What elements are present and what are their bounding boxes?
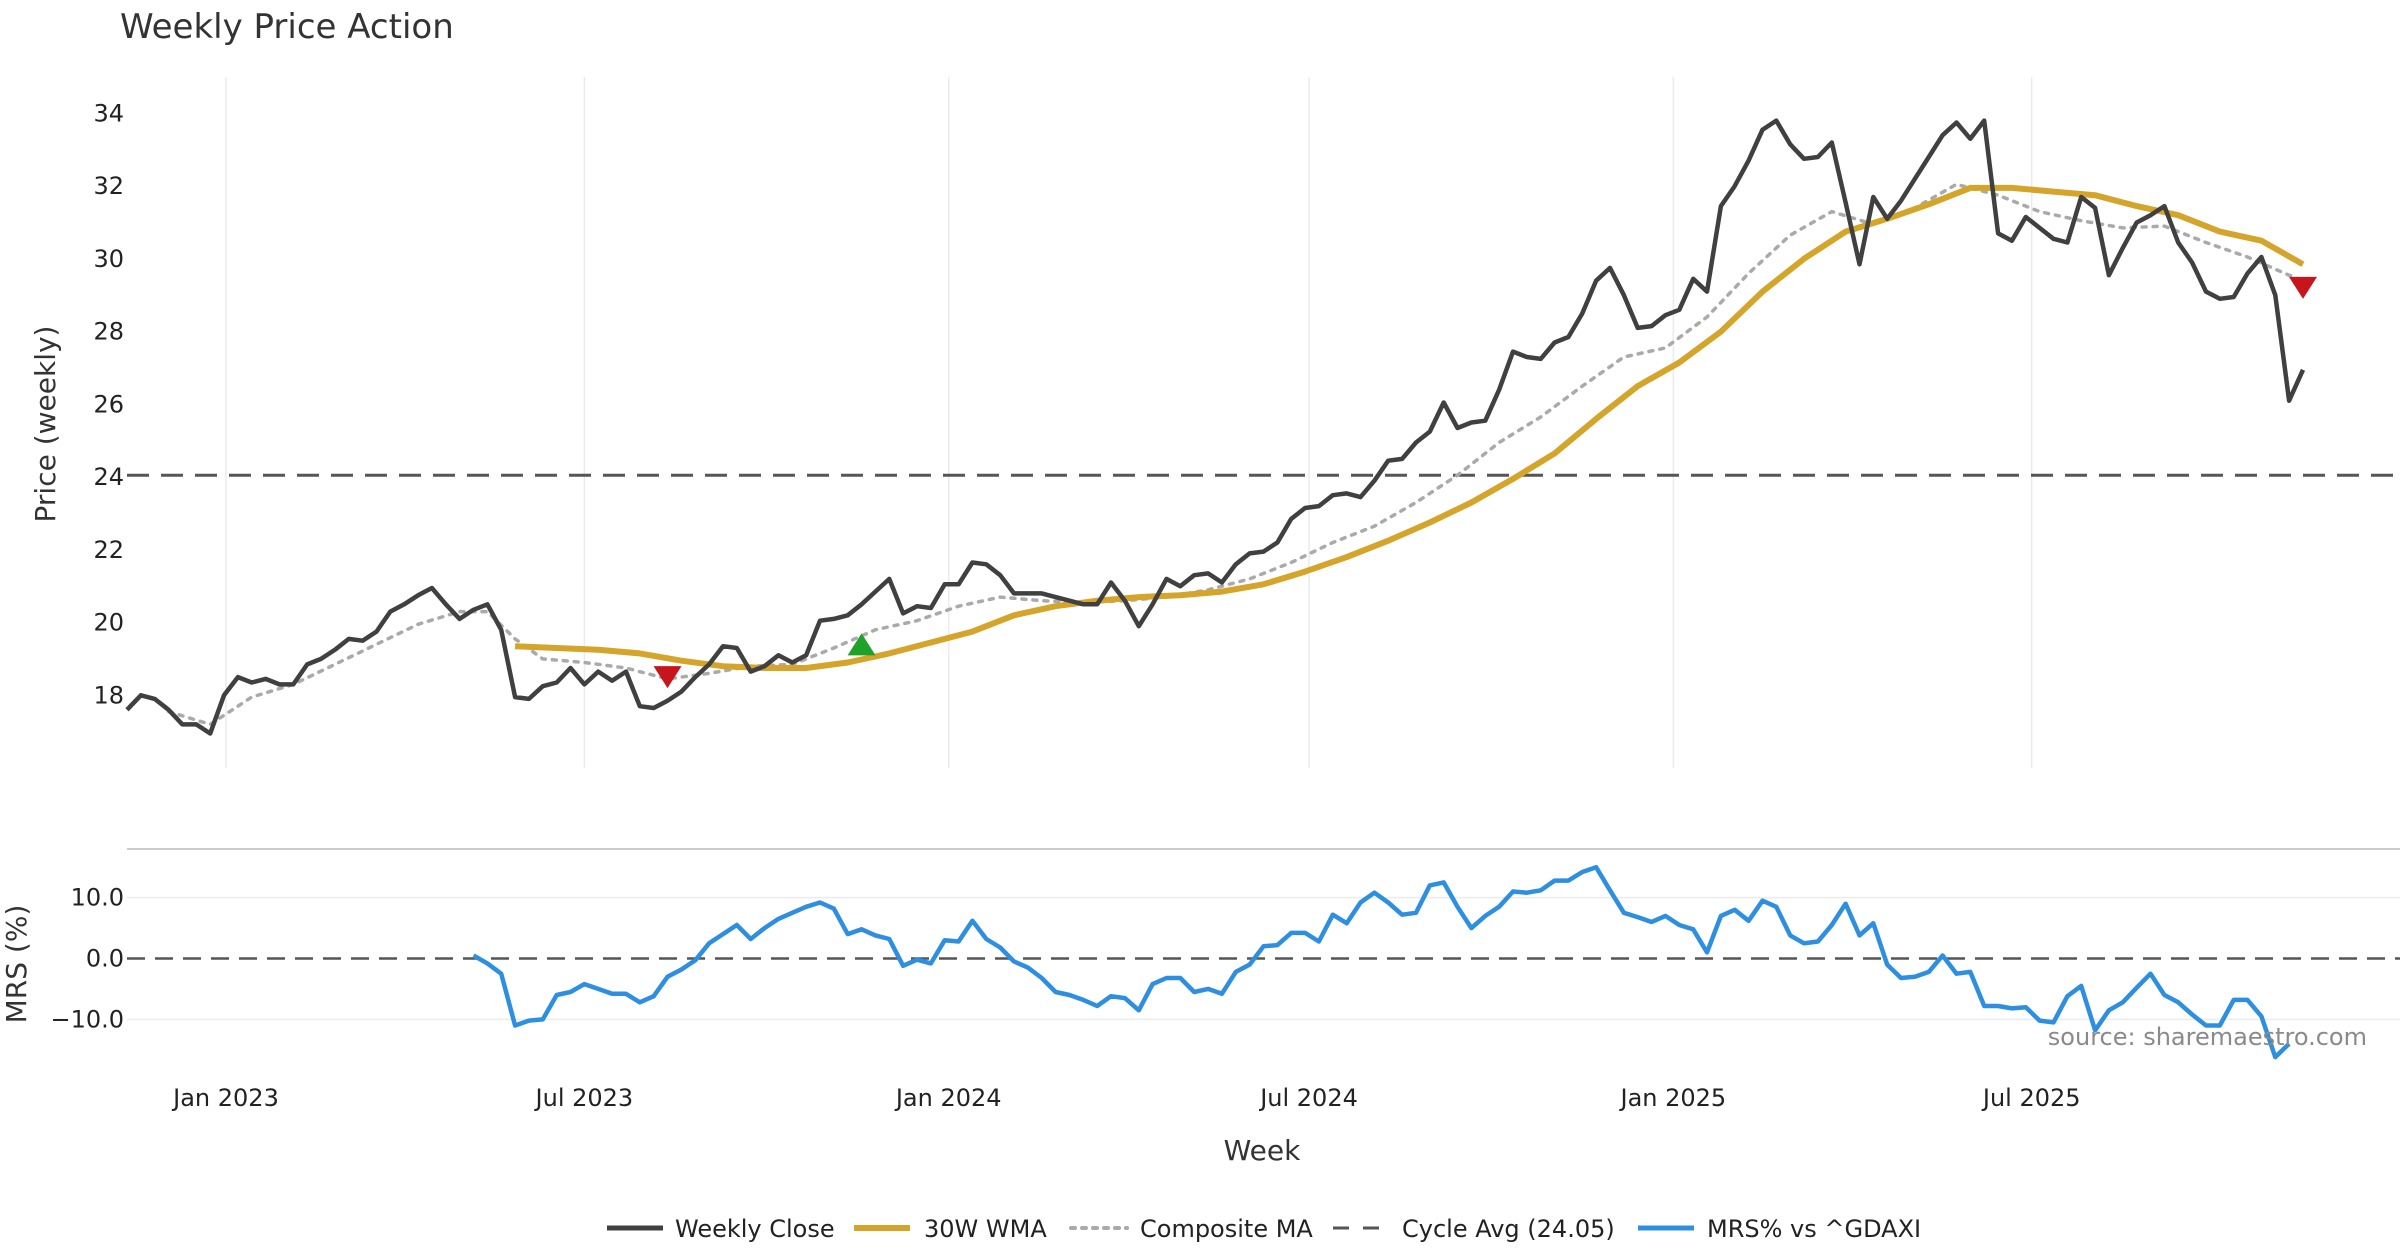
price-y-tick-label: 30 (93, 245, 124, 273)
x-ticks: Jan 2023 Jul 2023 Jan 2024 Jul 2024 Jan 2025… (171, 1084, 2080, 1112)
legend-item-wma: 30W WMA (854, 1215, 1047, 1243)
price-y-tick-label: 22 (93, 536, 124, 564)
legend-label-composite-ma: Composite MA (1140, 1215, 1313, 1243)
x-axis-label: Week (1224, 1134, 1301, 1167)
legend: Weekly Close 30W WMA Composite MA Cycle … (607, 1215, 1921, 1243)
price-grid (225, 77, 2033, 768)
sell-signal-marker (2288, 276, 2317, 299)
mrs-y-tick-label: 10.0 (71, 884, 124, 912)
x-tick-label: Jan 2023 (171, 1084, 279, 1112)
legend-label-wma: 30W WMA (924, 1215, 1047, 1243)
legend-item-mrs: MRS% vs ^GDAXI (1638, 1215, 1921, 1243)
mrs-series (472, 864, 2291, 1060)
mrs-y-tick-label: −10.0 (50, 1005, 124, 1033)
price-y-tick-label: 18 (93, 681, 124, 709)
mrs-grid (127, 896, 2400, 1021)
legend-label-mrs: MRS% vs ^GDAXI (1707, 1215, 1921, 1243)
legend-item-weekly-close: Weekly Close (607, 1215, 835, 1243)
x-tick-label: Jul 2023 (534, 1084, 634, 1112)
x-tick-label: Jul 2024 (1258, 1084, 1358, 1112)
sell-signal-marker (653, 666, 682, 689)
legend-label-cycle-avg: Cycle Avg (24.05) (1402, 1215, 1615, 1243)
weekly-close-series (125, 118, 2306, 736)
mrs-y-ticks: 10.0 0.0 −10.0 (50, 884, 124, 1034)
source-note: source: sharemaestro.com (2048, 1023, 2367, 1051)
price-y-tick-label: 24 (93, 463, 124, 491)
x-tick-label: Jan 2025 (1619, 1084, 1727, 1112)
composite-ma-series (166, 182, 2305, 727)
price-y-axis-label: Price (weekly) (29, 326, 62, 523)
price-y-tick-label: 20 (93, 609, 124, 637)
buy-signal-marker (847, 633, 876, 656)
wma-series (514, 184, 2305, 671)
price-y-tick-label: 28 (93, 318, 124, 346)
mrs-y-axis-label: MRS (%) (0, 905, 33, 1024)
legend-item-cycle-avg: Cycle Avg (24.05) (1333, 1215, 1615, 1243)
legend-item-composite-ma: Composite MA (1069, 1215, 1313, 1243)
chart-title: Weekly Price Action (120, 7, 454, 47)
x-tick-label: Jan 2024 (894, 1084, 1002, 1112)
legend-label-weekly-close: Weekly Close (675, 1215, 835, 1243)
price-y-ticks: 18 20 22 24 26 28 30 32 34 (93, 99, 124, 709)
signal-markers (653, 276, 2317, 689)
price-y-tick-label: 26 (93, 390, 124, 418)
x-tick-label: Jul 2025 (1981, 1084, 2081, 1112)
price-y-tick-label: 32 (93, 172, 124, 200)
mrs-y-tick-label: 0.0 (86, 945, 124, 973)
price-y-tick-label: 34 (93, 99, 124, 127)
